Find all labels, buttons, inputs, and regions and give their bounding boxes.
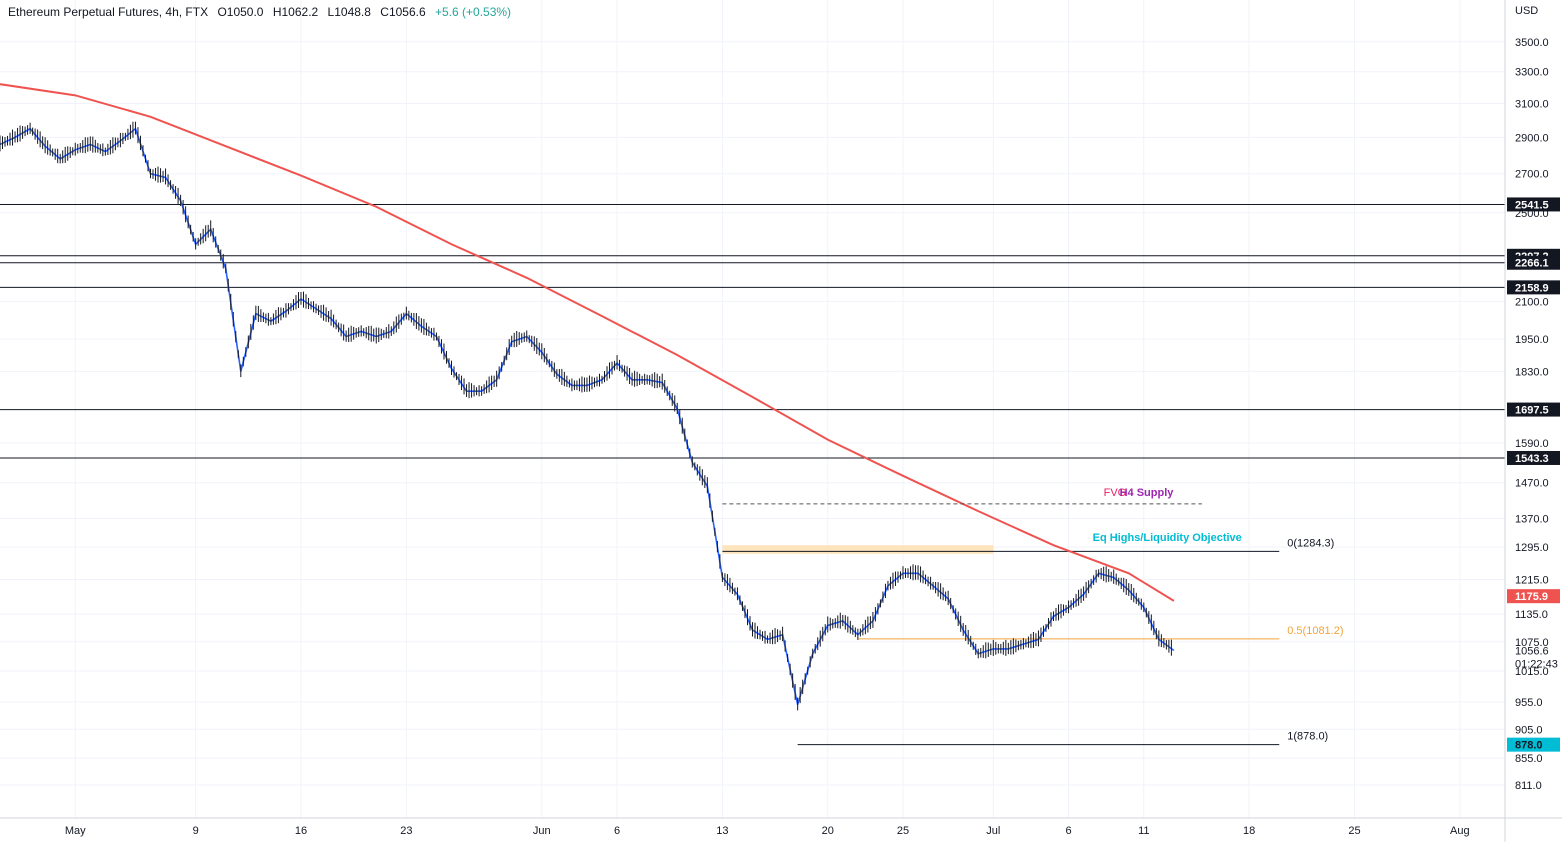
level-badge: 2266.1: [1515, 258, 1549, 270]
fvg-label: FVG: [1104, 487, 1127, 499]
price-axis-bg: [1505, 0, 1562, 842]
time-tick-label: 18: [1243, 825, 1255, 837]
last-price-badge: 1056.6: [1515, 646, 1549, 658]
price-tick-label: 811.0: [1515, 780, 1542, 792]
time-tick-label: 25: [897, 825, 909, 837]
time-tick-label: 11: [1138, 825, 1149, 837]
price-line: [0, 127, 1175, 705]
level-badge: 1543.3: [1515, 453, 1549, 465]
level-badge-bg: [1507, 450, 1560, 465]
price-candles: [0, 121, 1175, 711]
price-tick-label: 1295.0: [1515, 542, 1549, 554]
chart-header: Ethereum Perpetual Futures, 4h, FTX O105…: [8, 5, 517, 19]
ma-line: [0, 83, 1175, 602]
time-axis: May 9 16 23 Jun 6 13 20 25 Jul 6 11 18 25 Aug: [0, 817, 1562, 837]
symbol-title: Ethereum Perpetual Futures, 4h, FTX: [8, 5, 209, 19]
ohlc-open: O1050.0: [217, 5, 264, 19]
price-tick-label: 1135.0: [1515, 609, 1548, 621]
time-tick-label: Jun: [533, 825, 551, 837]
price-tick-label: 1470.0: [1515, 478, 1549, 490]
liquidity-objective-label: Eq Highs/Liquidity Objective: [1093, 532, 1242, 544]
time-tick-label: 6: [614, 825, 620, 837]
fib-badge-bg: [1507, 737, 1560, 752]
time-tick-label: 13: [716, 825, 728, 837]
price-tick-label: 3300.0: [1515, 67, 1549, 79]
level-badge-bg: [1507, 255, 1560, 270]
price-tick-label: 1075.0: [1515, 637, 1549, 649]
horizontal-levels: [0, 203, 1505, 459]
ohlc-change: +5.6 (+0.53%): [435, 5, 512, 19]
h4-supply-label: H4 Supply: [1120, 487, 1175, 499]
time-tick-label: 16: [295, 825, 307, 837]
price-tick-label: 2900.0: [1515, 132, 1549, 144]
countdown-badge: 01:22:43: [1515, 659, 1558, 671]
time-tick-label: 6: [1065, 825, 1071, 837]
time-tick-label: May: [65, 825, 86, 837]
price-tick-label: 1370.0: [1515, 514, 1549, 526]
liquidity-zone: [722, 545, 994, 554]
level-badge: 1697.5: [1515, 405, 1549, 417]
time-tick-label: Aug: [1450, 825, 1470, 837]
time-tick-label: 9: [193, 825, 199, 837]
fib-label: 1(878.0): [1287, 731, 1328, 743]
level-badge-bg: [1507, 197, 1560, 212]
price-tick-label: 2100.0: [1515, 296, 1549, 308]
price-badges: 2541.52297.22266.12158.91697.51543.31175…: [1507, 197, 1560, 752]
time-tick-label: Jul: [986, 825, 1000, 837]
level-badge: 2541.5: [1515, 199, 1549, 211]
price-tick-label: 1015.0: [1515, 666, 1549, 678]
price-axis-unit: USD: [1515, 5, 1538, 17]
fib-label: 0(1284.3): [1287, 537, 1334, 549]
price-tick-label: 3500.0: [1515, 37, 1549, 49]
time-tick-label: 20: [822, 825, 834, 837]
level-badge: 2158.9: [1515, 282, 1549, 294]
fib-levels: 0(1284.3) 0.5(1081.2) 1(878.0): [722, 537, 1344, 746]
price-tick-label: 905.0: [1515, 724, 1543, 736]
ohlc-high: H1062.2: [272, 5, 319, 19]
price-tick-label: 1215.0: [1515, 575, 1549, 587]
price-tick-label: 2700.0: [1515, 169, 1549, 181]
ohlc-close: C1056.6: [380, 5, 426, 19]
ma-badge-bg: [1507, 589, 1560, 604]
time-tick-label: 25: [1348, 825, 1360, 837]
price-tick-label: 855.0: [1515, 753, 1543, 765]
price-tick-label: 955.0: [1515, 697, 1543, 709]
price-axis: USD3500.03300.03100.02900.02700.02500.02…: [1504, 0, 1562, 842]
moving-average: [0, 83, 1175, 602]
price-tick-label: 1830.0: [1515, 366, 1549, 378]
fib-label: 0.5(1081.2): [1287, 625, 1343, 637]
price-tick-label: 1590.0: [1515, 438, 1549, 450]
ohlc-low: L1048.8: [327, 5, 371, 19]
fib-badge: 878.0: [1515, 740, 1543, 752]
gridlines: [0, 0, 1505, 818]
time-tick-label: 23: [400, 825, 412, 837]
ma-badge: 1175.9: [1515, 591, 1548, 603]
liquidity-zone-rect: [722, 545, 994, 554]
level-badge-bg: [1507, 402, 1560, 417]
level-badge-bg: [1507, 280, 1560, 295]
price-tick-label: 3100.0: [1515, 98, 1549, 110]
price-tick-label: 1950.0: [1515, 334, 1549, 346]
